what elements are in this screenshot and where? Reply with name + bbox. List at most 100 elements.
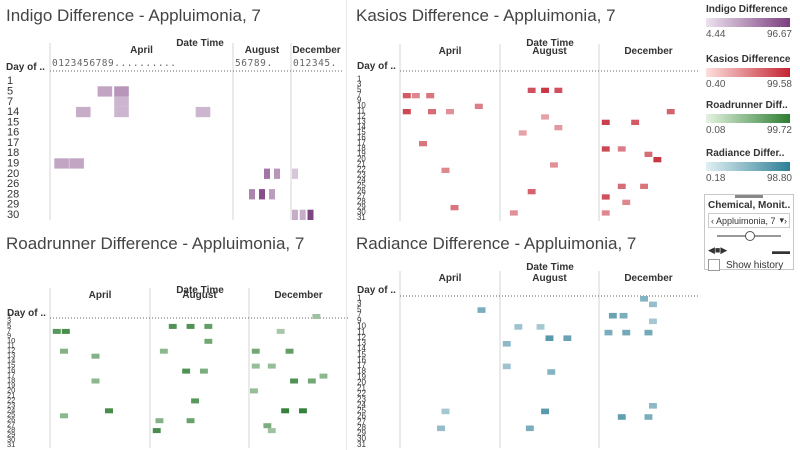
heatmap-cell bbox=[91, 353, 100, 359]
heatmap-cell bbox=[545, 335, 554, 341]
row-label: 31 bbox=[357, 440, 367, 449]
heatmap-cell bbox=[97, 86, 113, 97]
playback-controls-icon[interactable]: ◀■▶ bbox=[708, 245, 728, 255]
heatmap-cell bbox=[441, 167, 450, 173]
filter-title: Chemical, Monit.. bbox=[708, 200, 791, 211]
row-label: 30 bbox=[7, 435, 15, 444]
filter-select[interactable]: ‹ Appluimonia, 7 ▾ › bbox=[708, 213, 790, 228]
heatmap-svg: April August December135791011121314151617… bbox=[357, 271, 698, 449]
panel-divider bbox=[346, 0, 347, 450]
month-label-december: December bbox=[624, 273, 672, 284]
chart-title: Kasios Difference - Appluimonia, 7 bbox=[356, 6, 616, 25]
heatmap-cell bbox=[617, 183, 626, 189]
x-header: Date Time bbox=[526, 262, 574, 273]
month-label-august: August bbox=[182, 290, 217, 301]
row-label: 15 bbox=[357, 128, 366, 137]
row-label: 23 bbox=[357, 395, 367, 404]
legend-ramp bbox=[706, 68, 790, 77]
show-history-checkbox[interactable] bbox=[708, 259, 720, 271]
heatmap-cell bbox=[509, 210, 518, 216]
heatmap-cell bbox=[292, 168, 298, 179]
row-label: 19 bbox=[7, 380, 15, 389]
chemical-monitor-filter: Chemical, Monit.. ‹ Appluimonia, 7 ▾ › ◀… bbox=[704, 194, 794, 271]
heatmap-cell bbox=[601, 210, 610, 216]
legend-max: 98.80 bbox=[766, 173, 792, 184]
heatmap-cell bbox=[250, 388, 258, 394]
heatmap-cell bbox=[631, 119, 640, 125]
row-label: 17 bbox=[7, 371, 15, 380]
row-label: 10 bbox=[357, 101, 366, 110]
radiance-heatmap-panel: Radiance Difference - Appluimonia, 7 Dat… bbox=[350, 228, 698, 450]
row-label: 30 bbox=[7, 209, 19, 221]
heatmap-cell bbox=[419, 141, 427, 147]
row-label: 14 bbox=[7, 106, 19, 118]
month-label-august: August bbox=[245, 45, 280, 56]
row-label: 9 bbox=[357, 96, 361, 105]
row-label: 19 bbox=[7, 158, 19, 170]
heatmap-cell bbox=[402, 109, 411, 115]
heatmap-cell bbox=[114, 106, 129, 118]
row-label: 19 bbox=[357, 372, 367, 381]
heatmap-cell bbox=[307, 378, 316, 384]
kasios-heatmap-panel: Kasios Difference - Appluimonia, 7 Date … bbox=[350, 0, 698, 222]
heatmap-cell bbox=[554, 125, 563, 131]
heatmap-cell bbox=[563, 335, 572, 341]
row-label: 9 bbox=[7, 331, 11, 340]
heatmap-svg: April 0123456789.......... August 56789. Dec… bbox=[7, 43, 342, 221]
speed-bars-icon[interactable]: ▬▬ bbox=[772, 245, 790, 256]
filter-slider[interactable] bbox=[717, 231, 781, 241]
row-label: 18 bbox=[357, 367, 367, 376]
heatmap-cell bbox=[640, 296, 648, 302]
heatmap-cell bbox=[60, 348, 68, 354]
row-label: 1 bbox=[7, 311, 11, 320]
heatmap-cell bbox=[76, 106, 91, 118]
heatmap-cell bbox=[601, 119, 610, 125]
row-label: 7 bbox=[357, 310, 362, 319]
heatmap-cell bbox=[69, 158, 84, 169]
row-label: 7 bbox=[7, 96, 13, 108]
row-label: 28 bbox=[357, 423, 367, 432]
heatmap-cell bbox=[644, 414, 653, 420]
month-label-april: April bbox=[439, 273, 462, 284]
show-history-label: Show history bbox=[726, 259, 784, 271]
row-label: 25 bbox=[357, 406, 367, 415]
row-label: 5 bbox=[7, 86, 13, 98]
heatmap-cell bbox=[274, 168, 280, 179]
row-label: 27 bbox=[357, 417, 367, 426]
heatmap-cell bbox=[622, 199, 631, 205]
heatmap-cell bbox=[91, 378, 100, 384]
heatmap-cell bbox=[186, 418, 195, 424]
legend-min: 0.08 bbox=[706, 125, 726, 136]
heatmap-cell bbox=[186, 323, 195, 329]
heatmap-cell bbox=[267, 428, 276, 434]
drag-handle[interactable] bbox=[735, 195, 763, 198]
row-label: 7 bbox=[357, 90, 361, 99]
heatmap-cell bbox=[249, 189, 255, 200]
heatmap-cell bbox=[474, 103, 483, 109]
row-label: 14 bbox=[357, 122, 366, 131]
row-label: 22 bbox=[357, 165, 366, 174]
legend-max: 99.58 bbox=[766, 79, 792, 90]
heatmap-cell bbox=[541, 87, 549, 93]
slider-knob[interactable] bbox=[745, 231, 755, 241]
heatmap-cell bbox=[644, 151, 653, 157]
prev-arrow-icon[interactable]: ‹ bbox=[711, 215, 714, 226]
next-arrow-icon[interactable]: › bbox=[784, 215, 787, 226]
row-label: 3 bbox=[357, 80, 362, 89]
show-history-toggle[interactable]: Show history bbox=[708, 259, 790, 271]
row-label: 31 bbox=[357, 213, 366, 222]
row-label: 24 bbox=[357, 176, 366, 185]
row-label: 16 bbox=[357, 133, 366, 142]
heatmap-cell bbox=[204, 323, 213, 329]
row-label: 29 bbox=[7, 430, 15, 439]
legend-title: Roadrunner Diff.. bbox=[706, 100, 788, 111]
heatmap-cell bbox=[617, 146, 626, 152]
chevron-down-icon[interactable]: ▾ bbox=[779, 215, 784, 225]
heatmap-cell bbox=[426, 93, 435, 99]
heatmap-cell bbox=[441, 408, 450, 415]
heatmap-cell bbox=[182, 368, 191, 374]
heatmap-cell bbox=[114, 86, 129, 97]
row-label: 27 bbox=[357, 192, 366, 201]
heatmap-cell bbox=[61, 328, 70, 334]
row-label: 17 bbox=[357, 138, 366, 147]
